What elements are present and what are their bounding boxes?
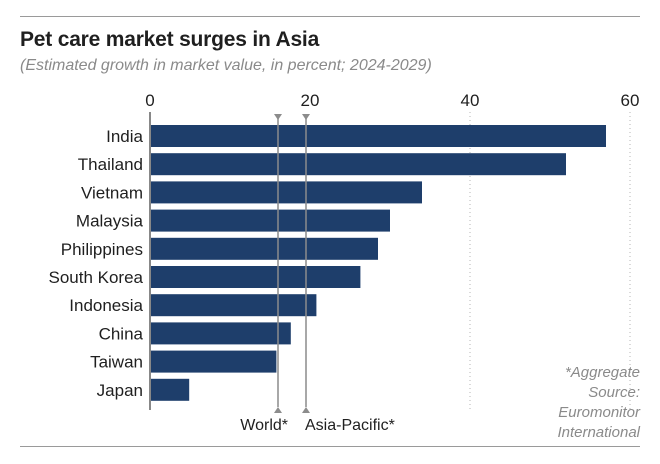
category-label-india: India [106,127,143,146]
bar-vietnam [151,181,422,204]
bottom-rule [20,446,640,447]
ref-marker-bottom-world [274,407,282,413]
category-label-south-korea: South Korea [48,268,143,287]
category-label-philippines: Philippines [61,240,143,259]
x-tick-label-40: 40 [461,91,480,110]
category-label-malaysia: Malaysia [76,212,144,231]
x-tick-label-0: 0 [145,91,154,110]
category-label-thailand: Thailand [78,155,143,174]
bar-china [151,322,291,345]
x-tick-label-20: 20 [301,91,320,110]
footnote-source-name-2: International [557,424,640,441]
bar-philippines [151,237,378,260]
bar-india [151,125,606,147]
ref-label-world: World* [240,417,288,434]
bar-japan [151,378,190,401]
category-label-vietnam: Vietnam [81,183,143,202]
ref-label-asia-pacific: Asia-Pacific* [305,417,395,434]
chart-title: Pet care market surges in Asia [20,28,320,51]
bar-taiwan [151,350,277,373]
category-label-indonesia: Indonesia [69,296,143,315]
ref-marker-top-asia-pacific [302,114,310,120]
ref-marker-bottom-asia-pacific [302,407,310,413]
bar-indonesia [151,294,317,317]
bar-malaysia [151,209,390,232]
x-tick-label-60: 60 [621,91,640,110]
bar-thailand [151,153,566,176]
category-label-taiwan: Taiwan [90,353,143,372]
ref-marker-top-world [274,114,282,120]
category-label-japan: Japan [97,381,143,400]
top-rule [20,16,640,17]
footnote-source-name-1: Euromonitor [558,404,640,421]
footnote-source: Source: [588,384,640,401]
footnote-aggregate: *Aggregate [564,364,640,381]
bar-south-korea [151,266,361,288]
chart-subtitle: (Estimated growth in market value, in pe… [20,57,432,74]
category-label-china: China [99,324,144,343]
